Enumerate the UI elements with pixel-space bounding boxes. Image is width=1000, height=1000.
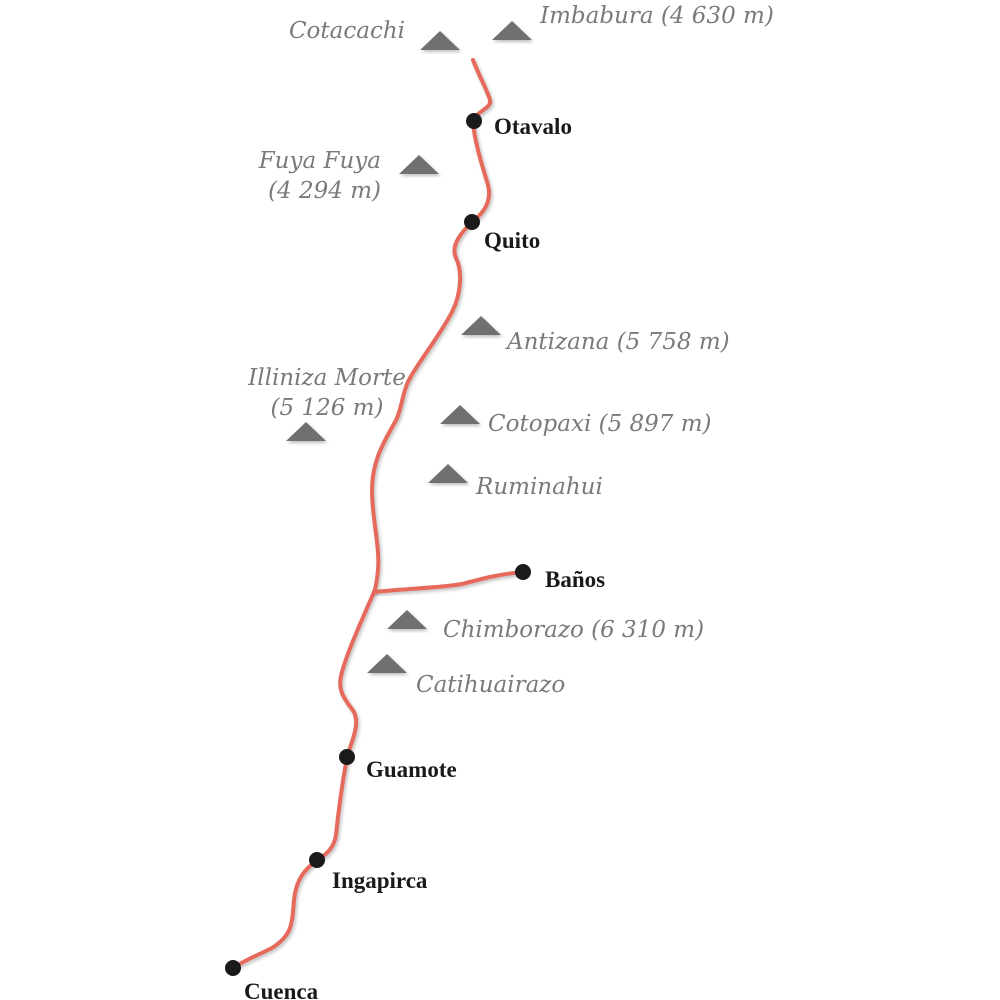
city-marker — [339, 749, 355, 765]
city-label: Otavalo — [494, 114, 572, 139]
city-otavalo: Otavalo — [466, 113, 572, 139]
peak-label: Imbabura (4 630 m) — [539, 3, 774, 29]
city-cuenca: Cuenca — [225, 960, 319, 1000]
mountain-icon — [367, 654, 407, 673]
mountain-icon — [387, 610, 427, 629]
peak-label: (4 294 m) — [268, 178, 381, 204]
city-quito: Quito — [464, 214, 540, 253]
city-label: Quito — [484, 228, 540, 253]
city-marker — [225, 960, 241, 976]
peak-cotacachi: Cotacachi — [289, 18, 460, 50]
city-guamote: Guamote — [339, 749, 457, 782]
city-label: Baños — [545, 567, 605, 592]
banos-branch — [373, 570, 525, 594]
mountain-icon — [399, 155, 439, 174]
city-banos: Baños — [515, 564, 605, 592]
city-label: Cuenca — [244, 979, 319, 1000]
mountain-icon — [492, 21, 532, 40]
peak-label: Chimborazo (6 310 m) — [443, 617, 704, 643]
peak-label: Cotopaxi (5 897 m) — [488, 411, 712, 437]
peak-chimborazo: Chimborazo (6 310 m) — [387, 610, 704, 643]
mountain-icon — [428, 464, 468, 483]
mountain-icon — [440, 405, 480, 424]
peak-label: Antizana (5 758 m) — [505, 329, 730, 355]
peak-antizana: Antizana (5 758 m) — [461, 316, 730, 355]
peak-illiniza-morte: Illiniza Morte (5 126 m) — [247, 365, 406, 441]
peak-label: Cotacachi — [289, 18, 405, 44]
city-marker — [309, 852, 325, 868]
peak-label: (5 126 m) — [271, 395, 384, 421]
mountain-icon — [420, 31, 460, 50]
city-label: Guamote — [366, 757, 457, 782]
peak-label: Ruminahui — [475, 474, 603, 500]
peak-ruminahui: Ruminahui — [428, 464, 603, 500]
peak-label: Illiniza Morte — [247, 365, 406, 391]
city-marker — [464, 214, 480, 230]
city-marker — [466, 113, 482, 129]
mountain-icon — [461, 316, 501, 335]
peak-catihuairazo: Catihuairazo — [367, 654, 565, 698]
peak-label: Catihuairazo — [416, 672, 565, 698]
city-label: Ingapirca — [332, 868, 428, 893]
mountain-icon — [286, 422, 326, 441]
peak-label: Fuya Fuya — [258, 148, 381, 174]
city-ingapirca: Ingapirca — [309, 852, 428, 893]
city-marker — [515, 564, 531, 580]
peak-imbabura: Imbabura (4 630 m) — [492, 3, 774, 40]
peak-cotopaxi: Cotopaxi (5 897 m) — [440, 405, 712, 437]
peak-fuya-fuya: Fuya Fuya (4 294 m) — [258, 148, 439, 204]
